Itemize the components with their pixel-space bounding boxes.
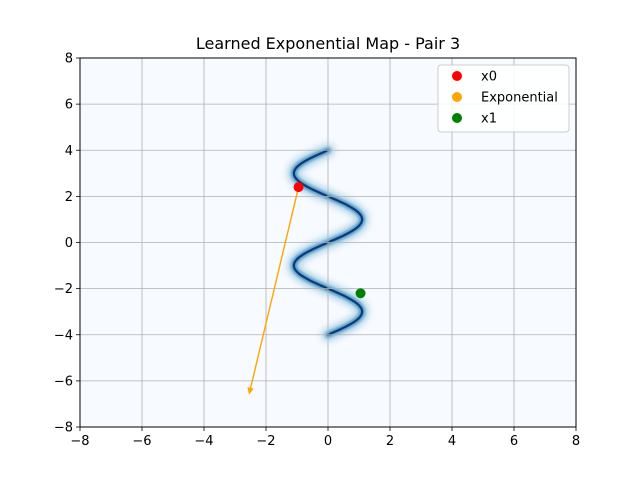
point-x0 xyxy=(293,182,304,193)
exponential-arrow-shaft xyxy=(249,186,300,389)
chart-title: Learned Exponential Map - Pair 3 xyxy=(196,34,460,53)
x-axis-ticks: −8 −6 −4 −2 0 2 4 6 8 xyxy=(70,427,580,449)
y-tick-label: −4 xyxy=(54,328,73,343)
legend-box xyxy=(437,64,570,133)
y-tick-label: −6 xyxy=(54,374,73,389)
exponential-arrow-head xyxy=(247,387,254,395)
x-tick-label: −2 xyxy=(256,434,275,449)
x-tick-label: 6 xyxy=(510,434,518,449)
x-tick-label: −6 xyxy=(132,434,151,449)
x-tick-label: 4 xyxy=(448,434,456,449)
x-tick-label: 0 xyxy=(324,434,332,449)
x-tick-label: 2 xyxy=(386,434,394,449)
points-layer xyxy=(293,182,366,299)
y-tick-label: 2 xyxy=(65,190,73,205)
x-tick-label: −8 xyxy=(70,434,89,449)
legend-marker-x0 xyxy=(452,71,462,81)
y-tick-label: 8 xyxy=(65,52,73,67)
point-x1 xyxy=(355,288,366,299)
legend-label-x1: x1 xyxy=(481,112,497,127)
y-tick-label: −8 xyxy=(54,421,73,436)
exponential-arrow-layer xyxy=(247,186,300,395)
y-tick-label: 4 xyxy=(65,144,73,159)
x-tick-label: −4 xyxy=(194,434,213,449)
legend-label-x0: x0 xyxy=(481,70,497,85)
y-axis-ticks: −8 −6 −4 −2 0 2 4 6 8 xyxy=(54,52,80,436)
legend-marker-exponential xyxy=(452,92,462,102)
y-tick-label: −2 xyxy=(54,282,73,297)
y-tick-label: 0 xyxy=(65,236,73,251)
legend-label-exponential: Exponential xyxy=(481,91,558,106)
x-tick-label: 8 xyxy=(572,434,580,449)
y-tick-label: 6 xyxy=(65,98,73,113)
legend-marker-x1 xyxy=(452,113,462,123)
legend: x0 Exponential x1 xyxy=(437,64,570,133)
